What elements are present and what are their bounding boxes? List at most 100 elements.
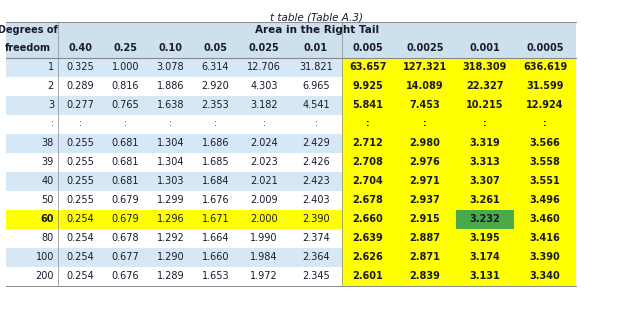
Text: 2.374: 2.374	[302, 233, 330, 243]
Bar	[394, 210, 456, 229]
Text: 0.681: 0.681	[112, 156, 139, 166]
Bar	[58, 191, 103, 210]
Bar	[394, 58, 456, 77]
Text: 0.277: 0.277	[67, 100, 94, 109]
Bar	[193, 115, 238, 134]
Text: 2.626: 2.626	[353, 252, 384, 261]
Bar	[290, 210, 342, 229]
Text: :: :	[214, 119, 217, 128]
Bar	[342, 22, 394, 40]
Bar	[103, 115, 148, 134]
Bar	[238, 248, 290, 267]
Bar	[394, 96, 456, 115]
Text: 0.025: 0.025	[249, 43, 280, 53]
Bar	[342, 248, 394, 267]
Text: 2.920: 2.920	[202, 81, 230, 91]
Bar	[456, 22, 514, 40]
Bar	[456, 134, 514, 153]
Text: 0.676: 0.676	[112, 270, 139, 281]
Text: 100: 100	[36, 252, 54, 261]
Bar	[514, 153, 576, 172]
Text: 2.423: 2.423	[302, 176, 330, 186]
Bar	[238, 134, 290, 153]
Bar	[290, 229, 342, 248]
Text: 2.660: 2.660	[353, 213, 384, 224]
Bar	[193, 77, 238, 96]
Bar	[514, 172, 576, 191]
Text: 1.304: 1.304	[157, 138, 184, 148]
Text: 4.303: 4.303	[250, 81, 278, 91]
Bar	[6, 172, 58, 191]
Bar	[456, 77, 514, 96]
Text: 10.215: 10.215	[466, 100, 504, 109]
Bar	[58, 229, 103, 248]
Text: 1.990: 1.990	[250, 233, 278, 243]
Text: 1.660: 1.660	[202, 252, 230, 261]
Text: 3.232: 3.232	[470, 213, 500, 224]
Bar	[103, 96, 148, 115]
Text: 0.255: 0.255	[67, 156, 94, 166]
Bar	[456, 96, 514, 115]
Bar	[103, 40, 148, 58]
Text: 2.009: 2.009	[250, 195, 278, 204]
Text: :: :	[483, 119, 487, 128]
Bar	[456, 267, 514, 286]
Bar	[238, 267, 290, 286]
Bar	[238, 58, 290, 77]
Bar	[514, 210, 576, 229]
Text: :: :	[262, 119, 266, 128]
Bar	[58, 210, 103, 229]
Bar	[394, 22, 456, 40]
Bar	[103, 153, 148, 172]
Bar	[238, 153, 290, 172]
Text: 2.980: 2.980	[410, 138, 441, 148]
Bar	[342, 153, 394, 172]
Text: 0.677: 0.677	[112, 252, 139, 261]
Text: 0.679: 0.679	[112, 195, 139, 204]
Text: 1.303: 1.303	[157, 176, 184, 186]
Text: 2.024: 2.024	[250, 138, 278, 148]
Bar	[514, 191, 576, 210]
Text: 2.000: 2.000	[250, 213, 278, 224]
Text: 2.976: 2.976	[410, 156, 441, 166]
Text: 3.496: 3.496	[529, 195, 560, 204]
Text: 12.706: 12.706	[247, 61, 281, 72]
Bar	[514, 115, 576, 134]
Bar	[456, 58, 514, 77]
Text: 2.937: 2.937	[410, 195, 441, 204]
Bar	[342, 172, 394, 191]
Bar	[148, 96, 193, 115]
Bar	[290, 267, 342, 286]
Bar	[290, 172, 342, 191]
Bar	[58, 248, 103, 267]
Text: :: :	[79, 119, 82, 128]
Text: 31.821: 31.821	[299, 61, 333, 72]
Bar	[148, 248, 193, 267]
Bar	[394, 248, 456, 267]
Text: 0.01: 0.01	[304, 43, 328, 53]
Bar	[6, 134, 58, 153]
Text: 1.886: 1.886	[157, 81, 184, 91]
Text: 2.390: 2.390	[302, 213, 330, 224]
Text: :: :	[314, 119, 318, 128]
Text: 9.925: 9.925	[353, 81, 384, 91]
Bar	[193, 191, 238, 210]
Text: 2.601: 2.601	[353, 270, 384, 281]
Bar	[342, 210, 394, 229]
Text: 0.10: 0.10	[158, 43, 183, 53]
Text: 318.309: 318.309	[463, 61, 507, 72]
Bar	[58, 77, 103, 96]
Bar	[290, 96, 342, 115]
Text: 1.653: 1.653	[202, 270, 230, 281]
Text: 14.089: 14.089	[406, 81, 444, 91]
Bar	[6, 77, 58, 96]
Bar	[514, 40, 576, 58]
Bar	[290, 191, 342, 210]
Text: :: :	[51, 119, 54, 128]
Text: 2.021: 2.021	[250, 176, 278, 186]
Bar	[193, 267, 238, 286]
Bar	[456, 248, 514, 267]
Bar	[342, 40, 394, 58]
Bar	[58, 115, 103, 134]
Bar	[6, 115, 58, 134]
